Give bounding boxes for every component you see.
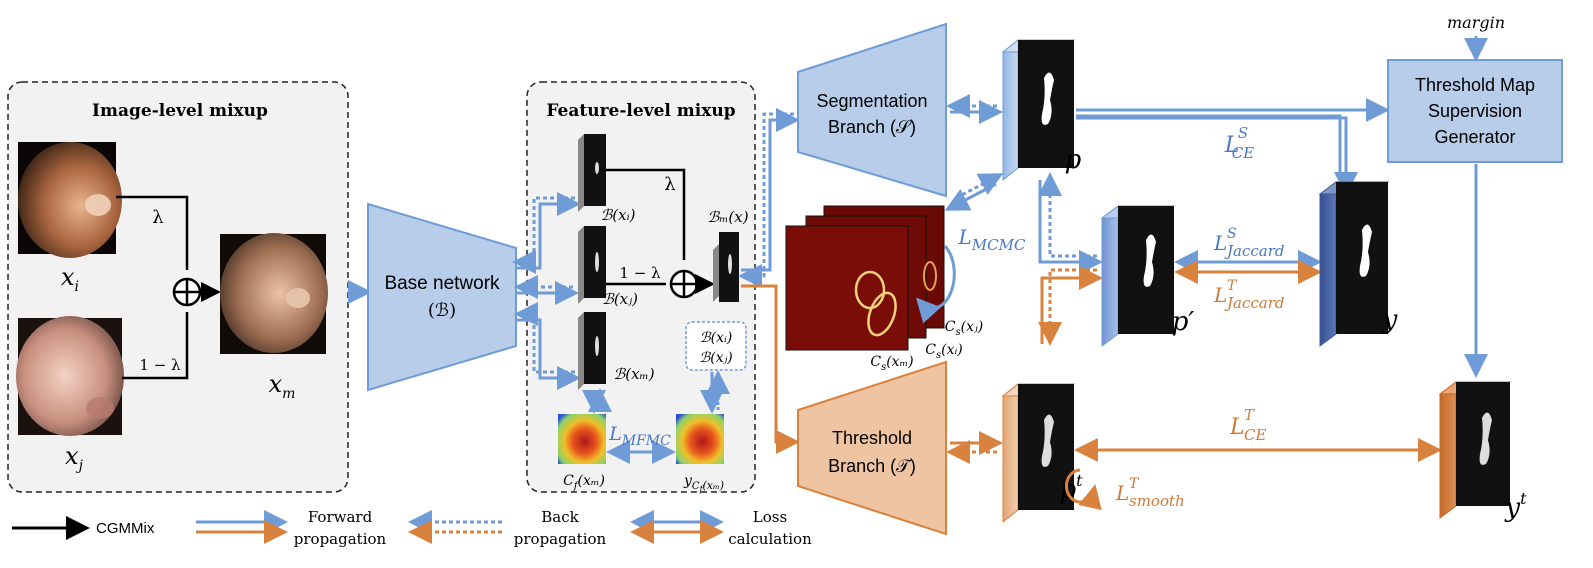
svg-text:LJaccardT: LJaccardT bbox=[1213, 278, 1284, 312]
image-xm bbox=[220, 233, 328, 354]
legend: CGMMix Forward propagation Back propagat… bbox=[12, 508, 812, 548]
l-jac-s-label: L bbox=[1213, 231, 1227, 255]
feature-map-bm-x bbox=[713, 232, 739, 302]
segmentation-branch-symbol: Branch (𝒮) bbox=[828, 117, 916, 137]
feature-level-mixup-panel: Feature-level mixup ℬ(xᵢ) ℬ(xⱼ) ℬ(xₘ) bbox=[512, 81, 756, 494]
svg-text:Cs(xᵢ): Cs(xᵢ) bbox=[925, 342, 963, 361]
oplus-image bbox=[172, 277, 202, 307]
legend-back-1: Back bbox=[541, 508, 579, 526]
map-y bbox=[1318, 181, 1390, 347]
legend-forward-2: propagation bbox=[294, 530, 387, 548]
base-network-symbol: (ℬ) bbox=[428, 300, 456, 321]
svg-text:Cf(xₘ): Cf(xₘ) bbox=[563, 473, 605, 492]
y-label: y bbox=[1382, 305, 1398, 335]
label-b-xi: ℬ(xᵢ) bbox=[601, 206, 636, 224]
svg-text:yt: yt bbox=[1504, 489, 1527, 523]
oplus-feature bbox=[669, 269, 699, 299]
svg-text:LJaccardS: LJaccardS bbox=[1213, 226, 1284, 260]
cs-xi-label: C bbox=[925, 342, 936, 358]
threshold-map-supervision-generator: Threshold Map Supervision Generator bbox=[1387, 59, 1563, 163]
l-mfmc-label: L bbox=[608, 423, 622, 445]
svg-text:xm: xm bbox=[269, 370, 296, 402]
svg-text:LCES: LCES bbox=[1224, 124, 1255, 162]
svg-text:xj: xj bbox=[65, 442, 84, 474]
svg-text:LMCMC: LMCMC bbox=[958, 225, 1026, 254]
legend-cgmmix: CGMMix bbox=[96, 520, 155, 537]
one-minus-lambda-label-feature: 1 − λ bbox=[619, 264, 661, 282]
svg-text:LMFMC: LMFMC bbox=[608, 423, 671, 449]
y-t-label: y bbox=[1504, 493, 1520, 523]
box-b-xi: ℬ(xᵢ) bbox=[700, 330, 733, 346]
legend-back-2: propagation bbox=[514, 530, 607, 548]
cs-map-stack bbox=[785, 205, 945, 351]
cf-xm-label: C bbox=[563, 473, 574, 489]
xm-label: x bbox=[269, 370, 283, 398]
l-mcmc-label: L bbox=[958, 225, 972, 249]
svg-text:LCET: LCET bbox=[1229, 406, 1266, 444]
cs-xm-label: C bbox=[870, 354, 881, 370]
tmsg-line3: Generator bbox=[1434, 127, 1515, 147]
label-b-xm: ℬ(xₘ) bbox=[613, 365, 654, 383]
lambda-label-image: λ bbox=[152, 207, 163, 228]
lambda-label-feature: λ bbox=[664, 174, 675, 195]
threshold-branch-symbol: Branch (𝒯) bbox=[828, 456, 916, 476]
cs-xj-label: C bbox=[945, 319, 956, 335]
l-ce-t-label: L bbox=[1229, 415, 1245, 440]
image-xj bbox=[16, 316, 124, 436]
svg-text:LsmoothT: LsmoothT bbox=[1115, 476, 1185, 510]
tmsg-line1: Threshold Map bbox=[1415, 75, 1535, 95]
p-prime-label: p′ bbox=[1172, 307, 1195, 337]
l-ce-s-label: L bbox=[1224, 133, 1240, 158]
feature-map-b-xj bbox=[578, 226, 606, 304]
feature-map-b-xi bbox=[578, 134, 606, 212]
xj-label: x bbox=[65, 442, 79, 470]
map-p-t bbox=[1001, 382, 1076, 524]
map-p-prime bbox=[1100, 205, 1176, 347]
p-label: p bbox=[1065, 145, 1082, 175]
image-level-title: Image-level mixup bbox=[92, 101, 268, 121]
xi-label: x bbox=[61, 263, 75, 291]
segmentation-branch-label: Segmentation bbox=[816, 91, 927, 111]
map-p bbox=[1001, 38, 1076, 182]
label-bm-x: ℬₘ(x) bbox=[707, 208, 748, 226]
box-b-xj: ℬ(xⱼ) bbox=[699, 350, 733, 366]
l-smooth-label: L bbox=[1115, 481, 1129, 505]
base-network-label: Base network bbox=[384, 273, 500, 294]
one-minus-lambda-label-image: 1 − λ bbox=[139, 356, 181, 374]
label-b-xj: ℬ(xⱼ) bbox=[602, 290, 638, 308]
image-xi bbox=[18, 142, 122, 258]
heatmap-ycf-xm bbox=[676, 414, 724, 464]
threshold-branch: Threshold Branch (𝒯) bbox=[797, 360, 947, 536]
svg-text:Cs(xⱼ): Cs(xⱼ) bbox=[945, 319, 983, 338]
map-y-t bbox=[1438, 381, 1512, 519]
threshold-branch-label: Threshold bbox=[832, 428, 912, 448]
base-network: Base network (ℬ) bbox=[367, 202, 517, 392]
segmentation-branch: Segmentation Branch (𝒮) bbox=[797, 22, 947, 198]
legend-loss-2: calculation bbox=[728, 530, 812, 548]
heatmap-cf-xm bbox=[558, 414, 606, 464]
feature-level-title: Feature-level mixup bbox=[546, 101, 735, 121]
svg-text:yCf(xₘ): yCf(xₘ) bbox=[683, 473, 724, 494]
image-level-mixup-panel: Image-level mixup xi xj λ 1 − λ bbox=[7, 81, 349, 493]
margin-label: margin bbox=[1447, 13, 1505, 32]
legend-loss-1: Loss bbox=[753, 508, 787, 526]
legend-forward-1: Forward bbox=[308, 508, 373, 526]
tmsg-line2: Supervision bbox=[1428, 101, 1522, 121]
ycf-xm-label: y bbox=[683, 473, 693, 489]
feature-map-b-xm bbox=[578, 312, 606, 390]
svg-text:xi: xi bbox=[61, 263, 79, 295]
l-jac-t-label: L bbox=[1213, 283, 1227, 307]
svg-text:Cs(xₘ): Cs(xₘ) bbox=[870, 354, 913, 373]
